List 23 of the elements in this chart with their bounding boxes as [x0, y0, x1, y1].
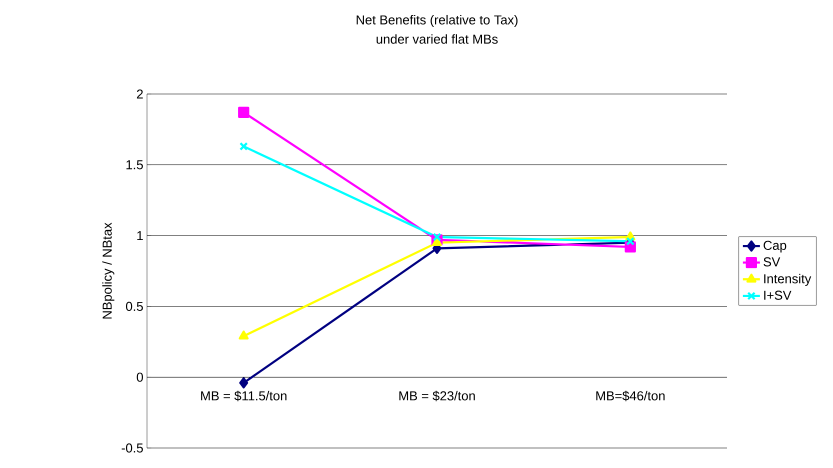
point	[432, 232, 442, 242]
chart-title: Net Benefits (relative to Tax)	[356, 14, 518, 28]
point	[432, 237, 442, 246]
y-axis-title: NBpolicy / NBtax	[102, 222, 114, 319]
point	[239, 142, 248, 151]
point	[239, 377, 248, 388]
point	[238, 330, 249, 340]
y-tick-label: 1	[137, 231, 143, 240]
legend-label: I+SV	[764, 290, 792, 300]
chart-subtitle: under varied flat MBs	[376, 34, 498, 44]
legend-label: Intensity	[764, 274, 812, 286]
y-tick-label: 0.5	[126, 302, 143, 311]
x-tick-label: MB = $23/ton	[399, 390, 475, 402]
point	[238, 106, 250, 118]
y-tick-label: -0.5	[122, 443, 143, 453]
y-tick-label: 1.5	[126, 160, 143, 170]
y-tick-label: 2	[136, 89, 143, 99]
x-tick-label: MB=$46/ton	[596, 390, 665, 402]
legend-label: SV	[764, 257, 780, 266]
point	[626, 236, 635, 246]
x-tick-label: MB = $11.5/ton	[201, 390, 286, 402]
y-tick-label: 0	[136, 372, 143, 382]
legend-label: Cap	[764, 240, 786, 253]
